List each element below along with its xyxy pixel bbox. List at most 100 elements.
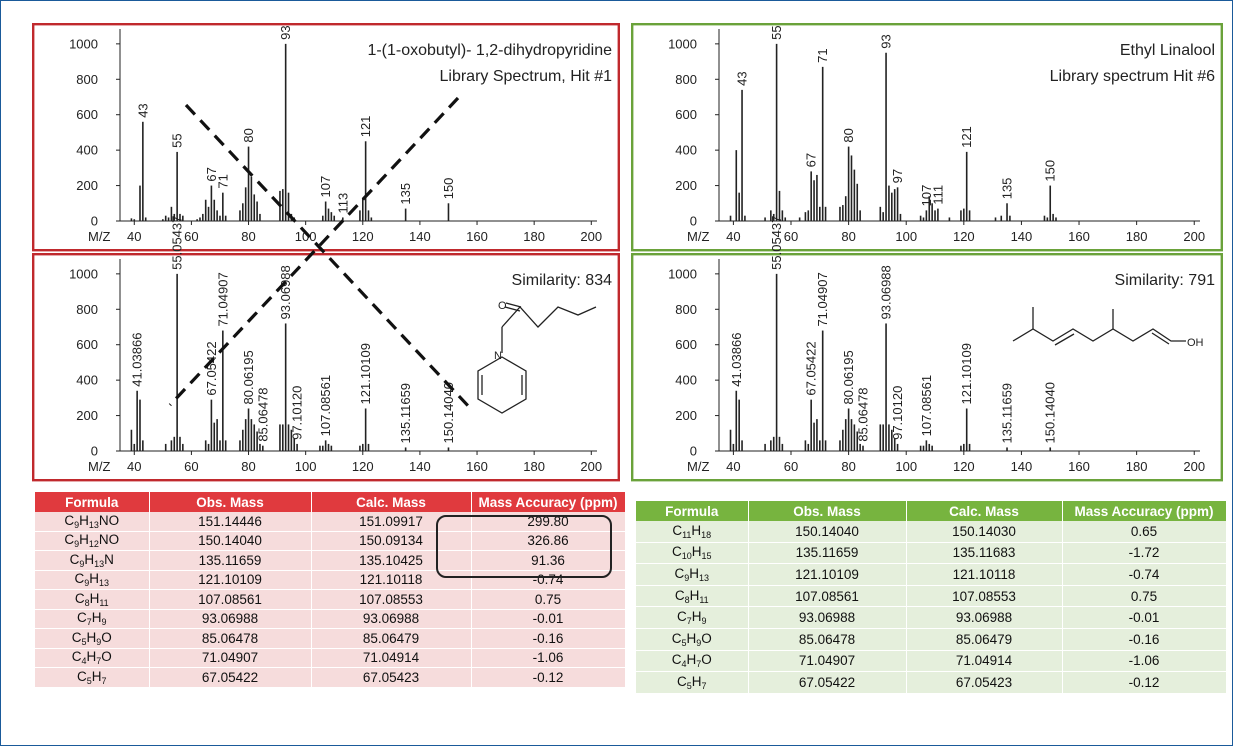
formula-subscript: 7 [101, 675, 107, 686]
formula-element: H [691, 673, 702, 689]
ppm-cell: -1.06 [1062, 650, 1227, 673]
formula-subscript: 7 [86, 617, 92, 628]
cross-line-b [168, 96, 460, 407]
x-tick-label: 60 [784, 459, 798, 474]
peak-label: 121 [358, 116, 373, 138]
peak-label: 55.05437 [769, 216, 784, 270]
x-tick-label: 140 [1011, 229, 1033, 244]
obs-cell: 85.06478 [149, 628, 312, 649]
formula-cell: C9H12NO [35, 531, 150, 551]
table-header-cell: Mass Accuracy (ppm) [1062, 501, 1227, 521]
x-tick-label: 60 [784, 229, 798, 244]
x-tick-label: 200 [580, 229, 602, 244]
ppm-cell: 326.86 [471, 531, 626, 551]
calc-cell: 85.06479 [906, 628, 1063, 651]
table-header-cell: Mass Accuracy (ppm) [471, 492, 626, 512]
x-tick-label: 160 [1068, 459, 1090, 474]
calc-cell: 150.14030 [906, 521, 1063, 543]
formula-element: H [686, 630, 697, 646]
table-row: C9H13 121.10109 121.10118 -0.74 [636, 563, 1227, 586]
x-tick-label: 100 [295, 459, 317, 474]
formula-subscript: 9 [74, 519, 80, 530]
peak-label: 55 [170, 133, 185, 147]
peak-label: 67 [804, 153, 819, 167]
x-tick-label: 160 [466, 459, 488, 474]
formula-element: H [89, 571, 99, 587]
x-tick-label: 120 [352, 229, 374, 244]
peak-label: 97.10120 [890, 386, 905, 440]
y-tick-label: 200 [76, 178, 98, 193]
peak-mz-label: 85.06478 [856, 387, 871, 441]
x-tick-label: 60 [184, 229, 198, 244]
structure-ethyl-linalool [1012, 307, 1186, 346]
formula-cell: C10H15 [636, 542, 749, 565]
peak-mz-label: 107 [318, 176, 333, 198]
formula-subscript: 13 [699, 572, 710, 583]
y-tick-label: 400 [76, 143, 98, 158]
table-row: C5H9O 85.06478 85.06479 -0.16 [636, 628, 1227, 651]
x-tick-label: 100 [895, 459, 917, 474]
formula-element: NO [98, 512, 120, 528]
obs-cell: 71.04907 [748, 650, 907, 673]
peak-label: 85.06478 [856, 387, 871, 441]
peak-mz-label: 41.03866 [130, 333, 145, 387]
y-tick-label: 0 [690, 444, 697, 459]
y-tick-label: 800 [675, 302, 697, 317]
mass-accuracy-outlier-box [436, 515, 612, 578]
peak-label: 80 [841, 128, 856, 142]
panel-title-line: 1-(1-oxobutyl)- 1,2-dihydropyridine [367, 42, 612, 59]
peak-label: 71 [815, 48, 830, 62]
peak-mz-label: 107.08561 [919, 375, 934, 436]
peak-label: 107 [318, 176, 333, 198]
peak-mz-label: 97.10120 [890, 386, 905, 440]
y-tick-label: 600 [675, 107, 697, 122]
formula-subscript: 13 [94, 558, 105, 569]
formula-element: C [676, 673, 687, 689]
panel-title-line: Library spectrum Hit #6 [1050, 68, 1215, 85]
spectrum-panel-top-right: 0 200 400 600 800 1000 40 60 80 100 120 140 160 180 20… [631, 23, 1223, 252]
formula-element: C [672, 522, 683, 538]
x-tick-label: 80 [841, 229, 855, 244]
peak-label: 135.11659 [1000, 383, 1015, 444]
y-tick-label: 600 [76, 337, 98, 352]
peak-label: 113 [335, 193, 350, 214]
panel-title-line: Ethyl Linalool [1120, 42, 1215, 59]
peak-mz-label: 107.08561 [318, 375, 333, 436]
calc-cell: 71.04914 [906, 650, 1063, 673]
peak-label: 71 [215, 174, 230, 188]
ppm-cell: -0.16 [1062, 628, 1227, 651]
formula-subscript: 18 [701, 529, 712, 540]
formula-cell: C9H13NO [35, 512, 150, 532]
table-header-cell: Calc. Mass [906, 501, 1063, 521]
formula-element: C [676, 609, 687, 625]
x-tick-label: 200 [1183, 459, 1205, 474]
x-tick-label: 80 [241, 459, 255, 474]
peak-label: 80 [241, 128, 256, 142]
table-row: C10H15 135.11659 135.11683 -1.72 [636, 542, 1227, 565]
formula-subscript: 7 [96, 656, 102, 667]
formula-element: O [701, 652, 712, 668]
x-tick-label: 40 [127, 459, 141, 474]
peak-label: 41.03866 [729, 333, 744, 387]
peak-mz-label: 150.14040 [1043, 382, 1058, 443]
calc-cell: 135.11683 [906, 542, 1063, 565]
formula-element: H [689, 565, 699, 581]
ppm-cell: -1.06 [471, 648, 626, 668]
y-tick-label: 800 [76, 302, 98, 317]
formula-cell: C8H11 [35, 589, 150, 610]
table-row: C5H9O 85.06478 85.06479 -0.16 [35, 628, 626, 649]
x-tick-label: 140 [409, 229, 431, 244]
formula-subscript: 15 [701, 551, 712, 562]
x-tick-label: 120 [352, 459, 374, 474]
peak-label: 150.14040 [1043, 382, 1058, 443]
peak-mz-label: 97.10120 [290, 386, 305, 440]
peak-label: 135 [1000, 178, 1015, 200]
y-tick-label: 400 [675, 143, 697, 158]
peak-mz-label: 80 [241, 128, 256, 142]
formula-element: C [671, 630, 682, 646]
table-row: C8H11 107.08561 107.08553 0.75 [35, 589, 626, 610]
structure-double-bond-1 [1054, 333, 1075, 346]
structure-main-chain [1012, 328, 1186, 342]
formula-element: C [74, 590, 85, 606]
panel-border [32, 253, 620, 482]
